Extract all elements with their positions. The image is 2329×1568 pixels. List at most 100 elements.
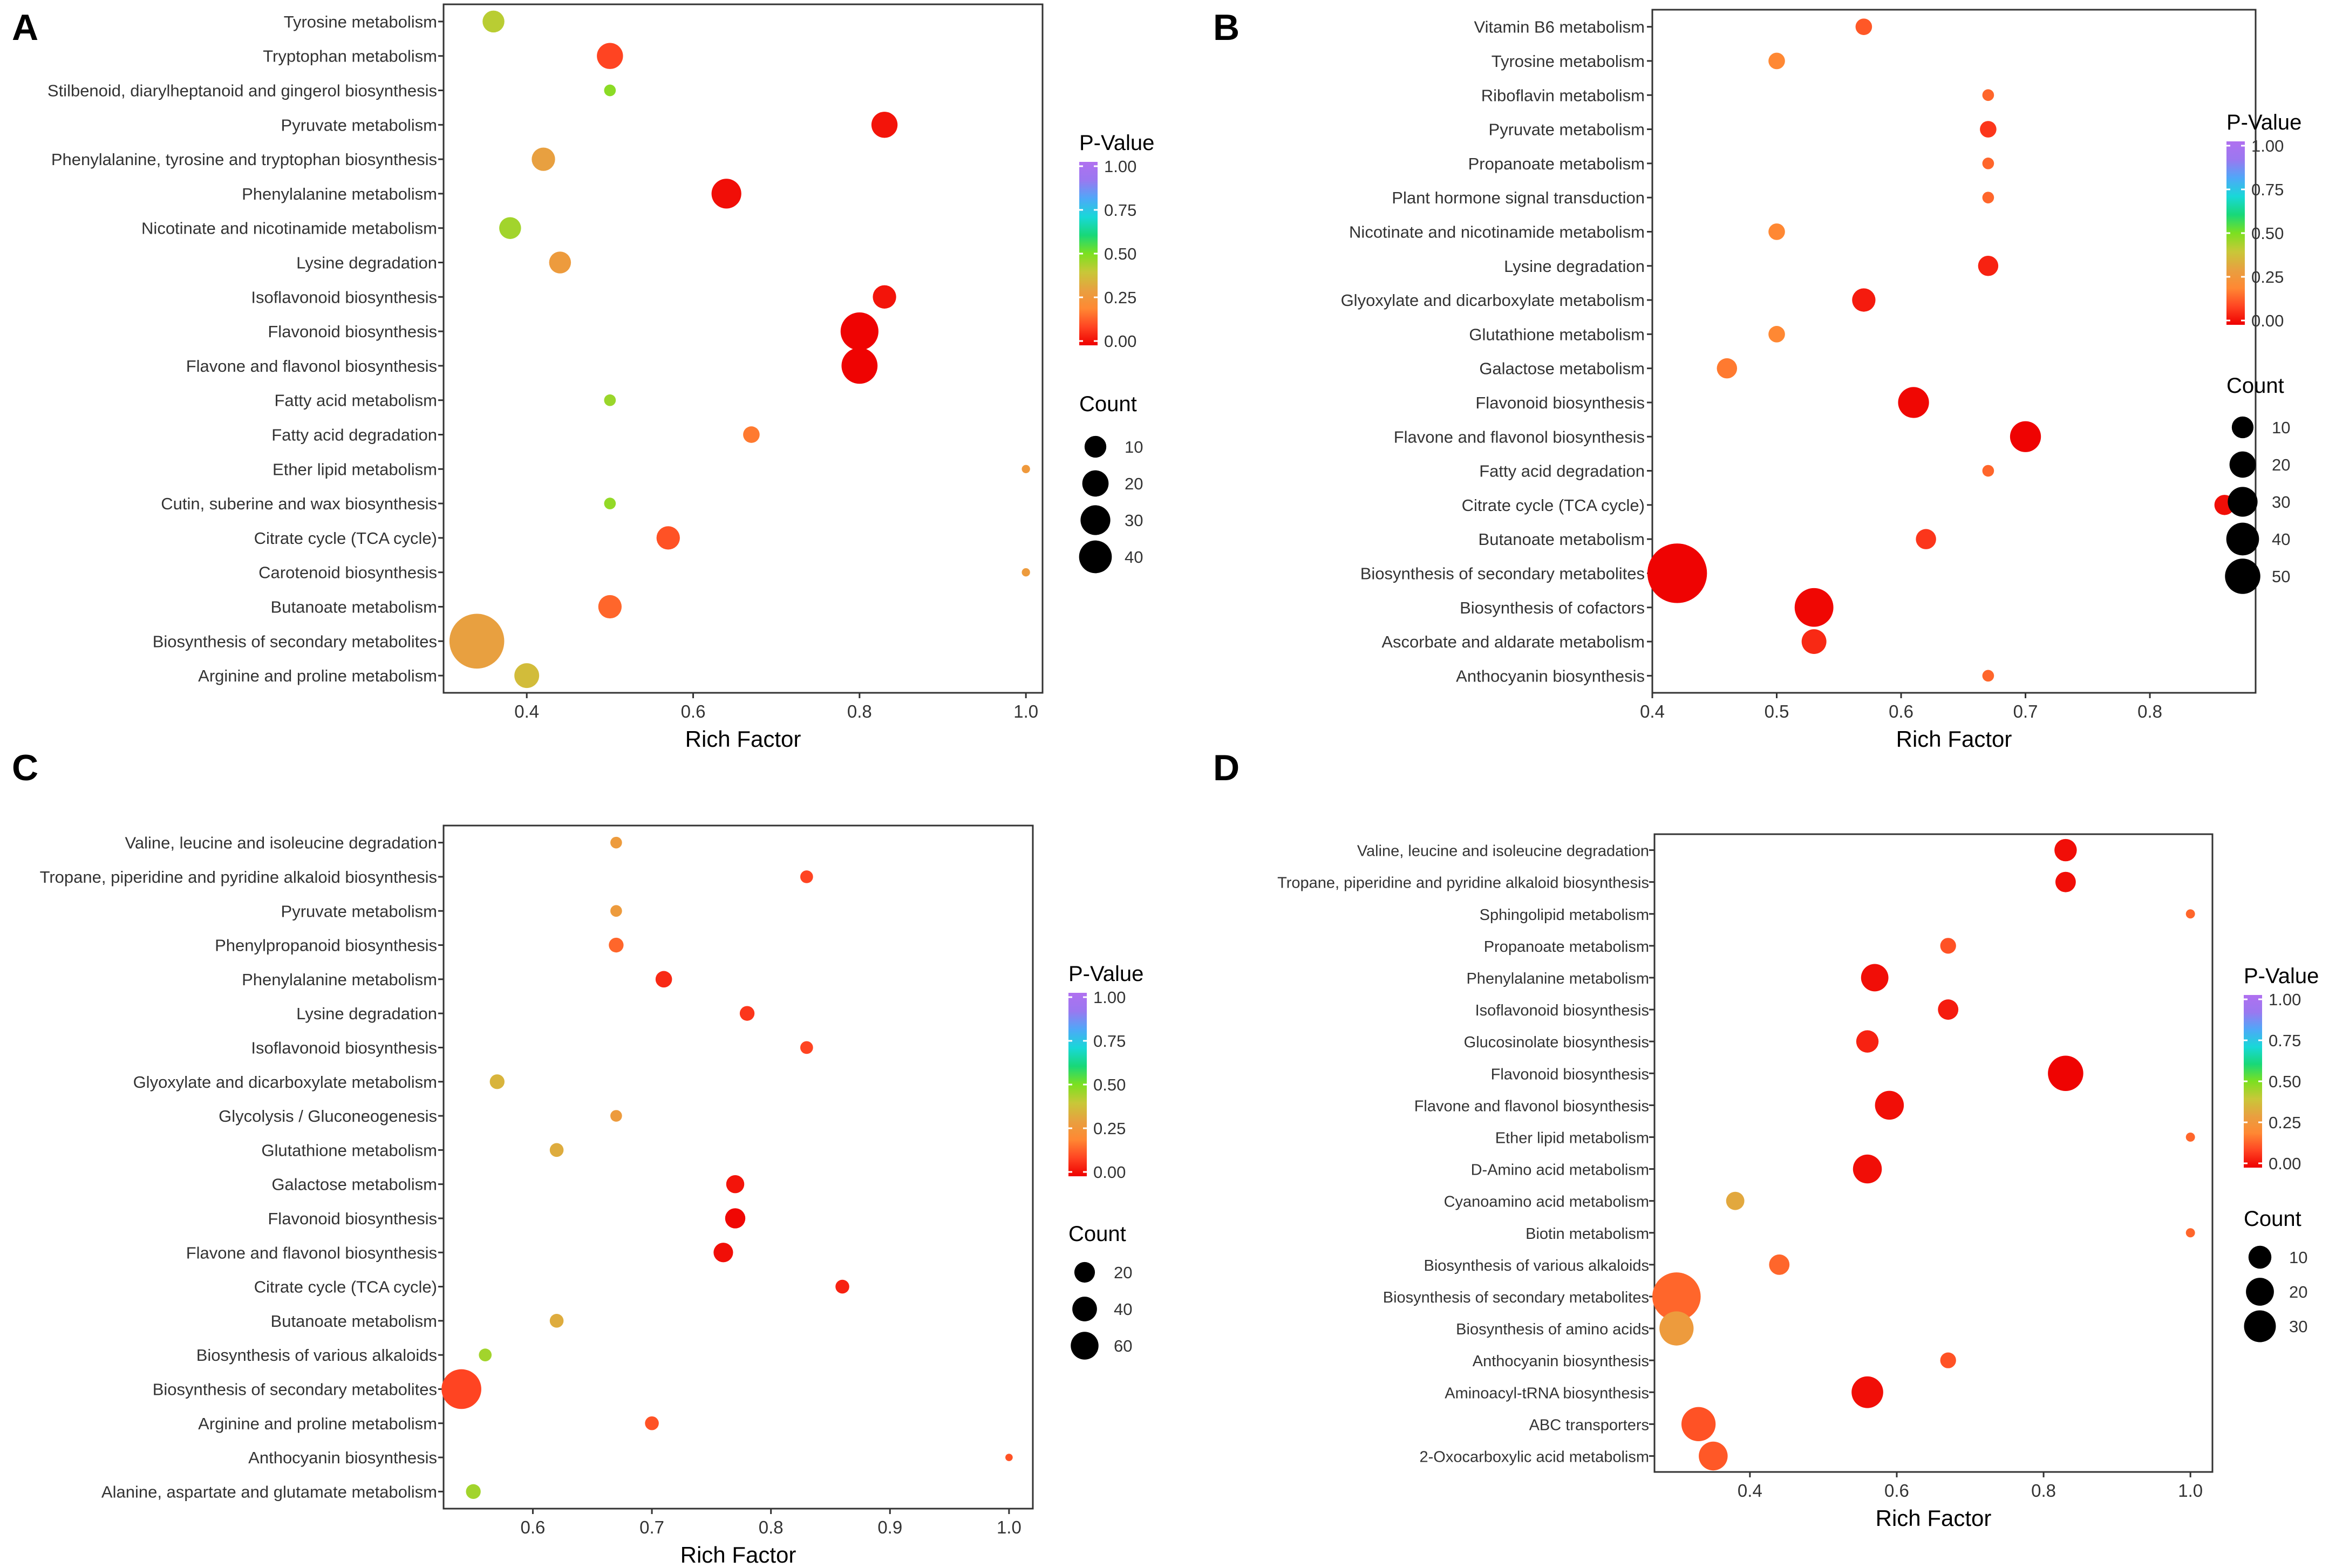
data-point xyxy=(1652,1272,1701,1321)
data-point xyxy=(726,1175,745,1194)
size-legend-title: Count xyxy=(2244,1207,2301,1231)
x-tick-label: 0.6 xyxy=(1889,701,1913,721)
color-legend-title: P-Value xyxy=(2226,111,2301,134)
data-point xyxy=(1801,629,1827,655)
data-point xyxy=(1856,1030,1879,1053)
data-point xyxy=(2185,1228,2195,1238)
data-point xyxy=(1768,223,1785,240)
data-point xyxy=(1769,1254,1790,1275)
data-point xyxy=(1659,1311,1694,1346)
x-tick-label: 0.8 xyxy=(2031,1481,2056,1501)
y-tick-label: Isoflavonoid biosynthesis xyxy=(251,288,437,306)
y-tick-label: Nicotinate and nicotinamide metabolism xyxy=(1349,222,1645,241)
y-tick-label: D-Amino acid metabolism xyxy=(1471,1162,1649,1179)
data-point xyxy=(1982,670,1994,682)
data-point xyxy=(1681,1407,1716,1442)
data-point xyxy=(1916,529,1936,549)
panel-A: A Tyrosine metabolism Tryptophan metabolis… xyxy=(12,3,1154,752)
size-legend-label: 50 xyxy=(2272,567,2290,586)
y-tick-label: Tropane, piperidine and pyridine alkaloi… xyxy=(40,868,437,887)
data-point xyxy=(1768,326,1785,343)
data-point xyxy=(1851,1376,1883,1408)
data-point xyxy=(532,147,555,171)
data-point xyxy=(645,1416,659,1430)
color-legend-label: 0.00 xyxy=(2251,311,2284,330)
size-legend-label: 60 xyxy=(1114,1337,1132,1355)
data-point xyxy=(1898,387,1929,418)
size-legend-dot xyxy=(1071,1332,1099,1360)
color-legend-label: 0.25 xyxy=(1104,288,1136,307)
color-legend-label: 0.50 xyxy=(2269,1072,2301,1091)
y-tick-label: Anthocyanin biosynthesis xyxy=(1473,1353,1649,1370)
y-tick-label: Isoflavonoid biosynthesis xyxy=(1475,1002,1649,1019)
x-tick-label: 0.4 xyxy=(514,701,539,721)
color-legend-label: 1.00 xyxy=(2269,990,2301,1009)
y-tick-label: Cyanoamino acid metabolism xyxy=(1444,1194,1649,1211)
y-tick-label: Biosynthesis of secondary metabolites xyxy=(1383,1289,1649,1306)
y-tick-label: Tryptophan metabolism xyxy=(263,47,437,66)
y-tick-label: Flavonoid biosynthesis xyxy=(268,322,437,341)
data-point xyxy=(800,1041,813,1054)
data-point xyxy=(1717,358,1738,379)
y-tick-label: Anthocyanin biosynthesis xyxy=(248,1448,437,1467)
x-tick-label: 0.6 xyxy=(1884,1481,1909,1501)
x-tick-label: 0.6 xyxy=(681,701,706,721)
y-tick-label: Biosynthesis of various alkaloids xyxy=(196,1346,437,1365)
size-legend-dot xyxy=(2246,1278,2274,1306)
x-axis-label: Rich Factor xyxy=(1896,726,2012,752)
data-point xyxy=(2054,838,2077,862)
size-legend-dot xyxy=(1082,470,1109,497)
y-tick-label: Carotenoid biosynthesis xyxy=(258,563,437,582)
y-tick-label: Glutathione metabolism xyxy=(261,1141,437,1160)
size-legend-dot xyxy=(2231,416,2254,439)
y-tick-label: Arginine and proline metabolism xyxy=(198,666,437,685)
size-legend-label: 10 xyxy=(2289,1248,2307,1267)
y-tick-label: Lysine degradation xyxy=(296,254,437,272)
size-legend-dot xyxy=(1080,505,1111,535)
x-tick-label: 0.6 xyxy=(521,1517,546,1537)
data-point xyxy=(449,613,505,669)
data-point xyxy=(1699,1441,1728,1471)
color-legend-label: 0.25 xyxy=(2269,1113,2301,1132)
plot-frame xyxy=(1653,833,2214,1473)
color-legend-label: 1.00 xyxy=(1093,988,1126,1007)
data-point xyxy=(604,84,616,97)
data-point xyxy=(1855,18,1872,35)
size-legend-dot xyxy=(2228,487,2258,517)
plot-frame xyxy=(442,3,1044,694)
data-point xyxy=(841,347,878,384)
data-point xyxy=(1875,1090,1904,1120)
y-tick-label: Flavone and flavonol biosynthesis xyxy=(186,357,437,376)
y-tick-label: Alanine, aspartate and glutamate metabol… xyxy=(101,1482,437,1501)
data-point xyxy=(1768,52,1785,70)
y-tick-label: Lysine degradation xyxy=(1504,257,1645,276)
size-legend-label: 40 xyxy=(1125,548,1143,567)
y-tick-label: Phenylalanine metabolism xyxy=(242,970,437,989)
y-tick-label: Nicotinate and nicotinamide metabolism xyxy=(141,219,437,238)
y-tick-label: Biosynthesis of amino acids xyxy=(1456,1321,1649,1338)
y-tick-label: Butanoate metabolism xyxy=(1479,530,1645,549)
data-point xyxy=(609,937,624,953)
y-tick-label: Flavonoid biosynthesis xyxy=(1475,393,1645,412)
y-tick-label: Arginine and proline metabolism xyxy=(198,1414,437,1433)
y-tick-label: Butanoate metabolism xyxy=(271,598,437,617)
y-tick-label: Glyoxylate and dicarboxylate metabolism xyxy=(133,1073,437,1092)
data-point xyxy=(479,1348,492,1361)
y-tick-label: Fatty acid degradation xyxy=(1479,462,1645,481)
size-legend-dot xyxy=(1079,540,1112,574)
data-point xyxy=(1022,465,1030,473)
data-point xyxy=(549,251,571,274)
y-tick-label: Biosynthesis of secondary metabolites xyxy=(1360,564,1645,583)
color-legend-label: 0.50 xyxy=(1104,244,1136,263)
color-legend-label: 0.75 xyxy=(2269,1031,2301,1050)
y-tick-label: Fatty acid degradation xyxy=(271,426,437,445)
x-tick-label: 1.0 xyxy=(1013,701,1038,721)
x-tick-label: 1.0 xyxy=(2178,1481,2203,1501)
y-tick-label: Riboflavin metabolism xyxy=(1481,86,1645,105)
color-legend-label: 1.00 xyxy=(1104,157,1136,176)
plot-frame xyxy=(1651,9,2257,694)
data-point xyxy=(489,1074,505,1089)
y-tick-label: Biotin metabolism xyxy=(1526,1225,1649,1243)
size-legend-dot xyxy=(1084,435,1107,458)
y-tick-label: Ether lipid metabolism xyxy=(273,460,437,479)
